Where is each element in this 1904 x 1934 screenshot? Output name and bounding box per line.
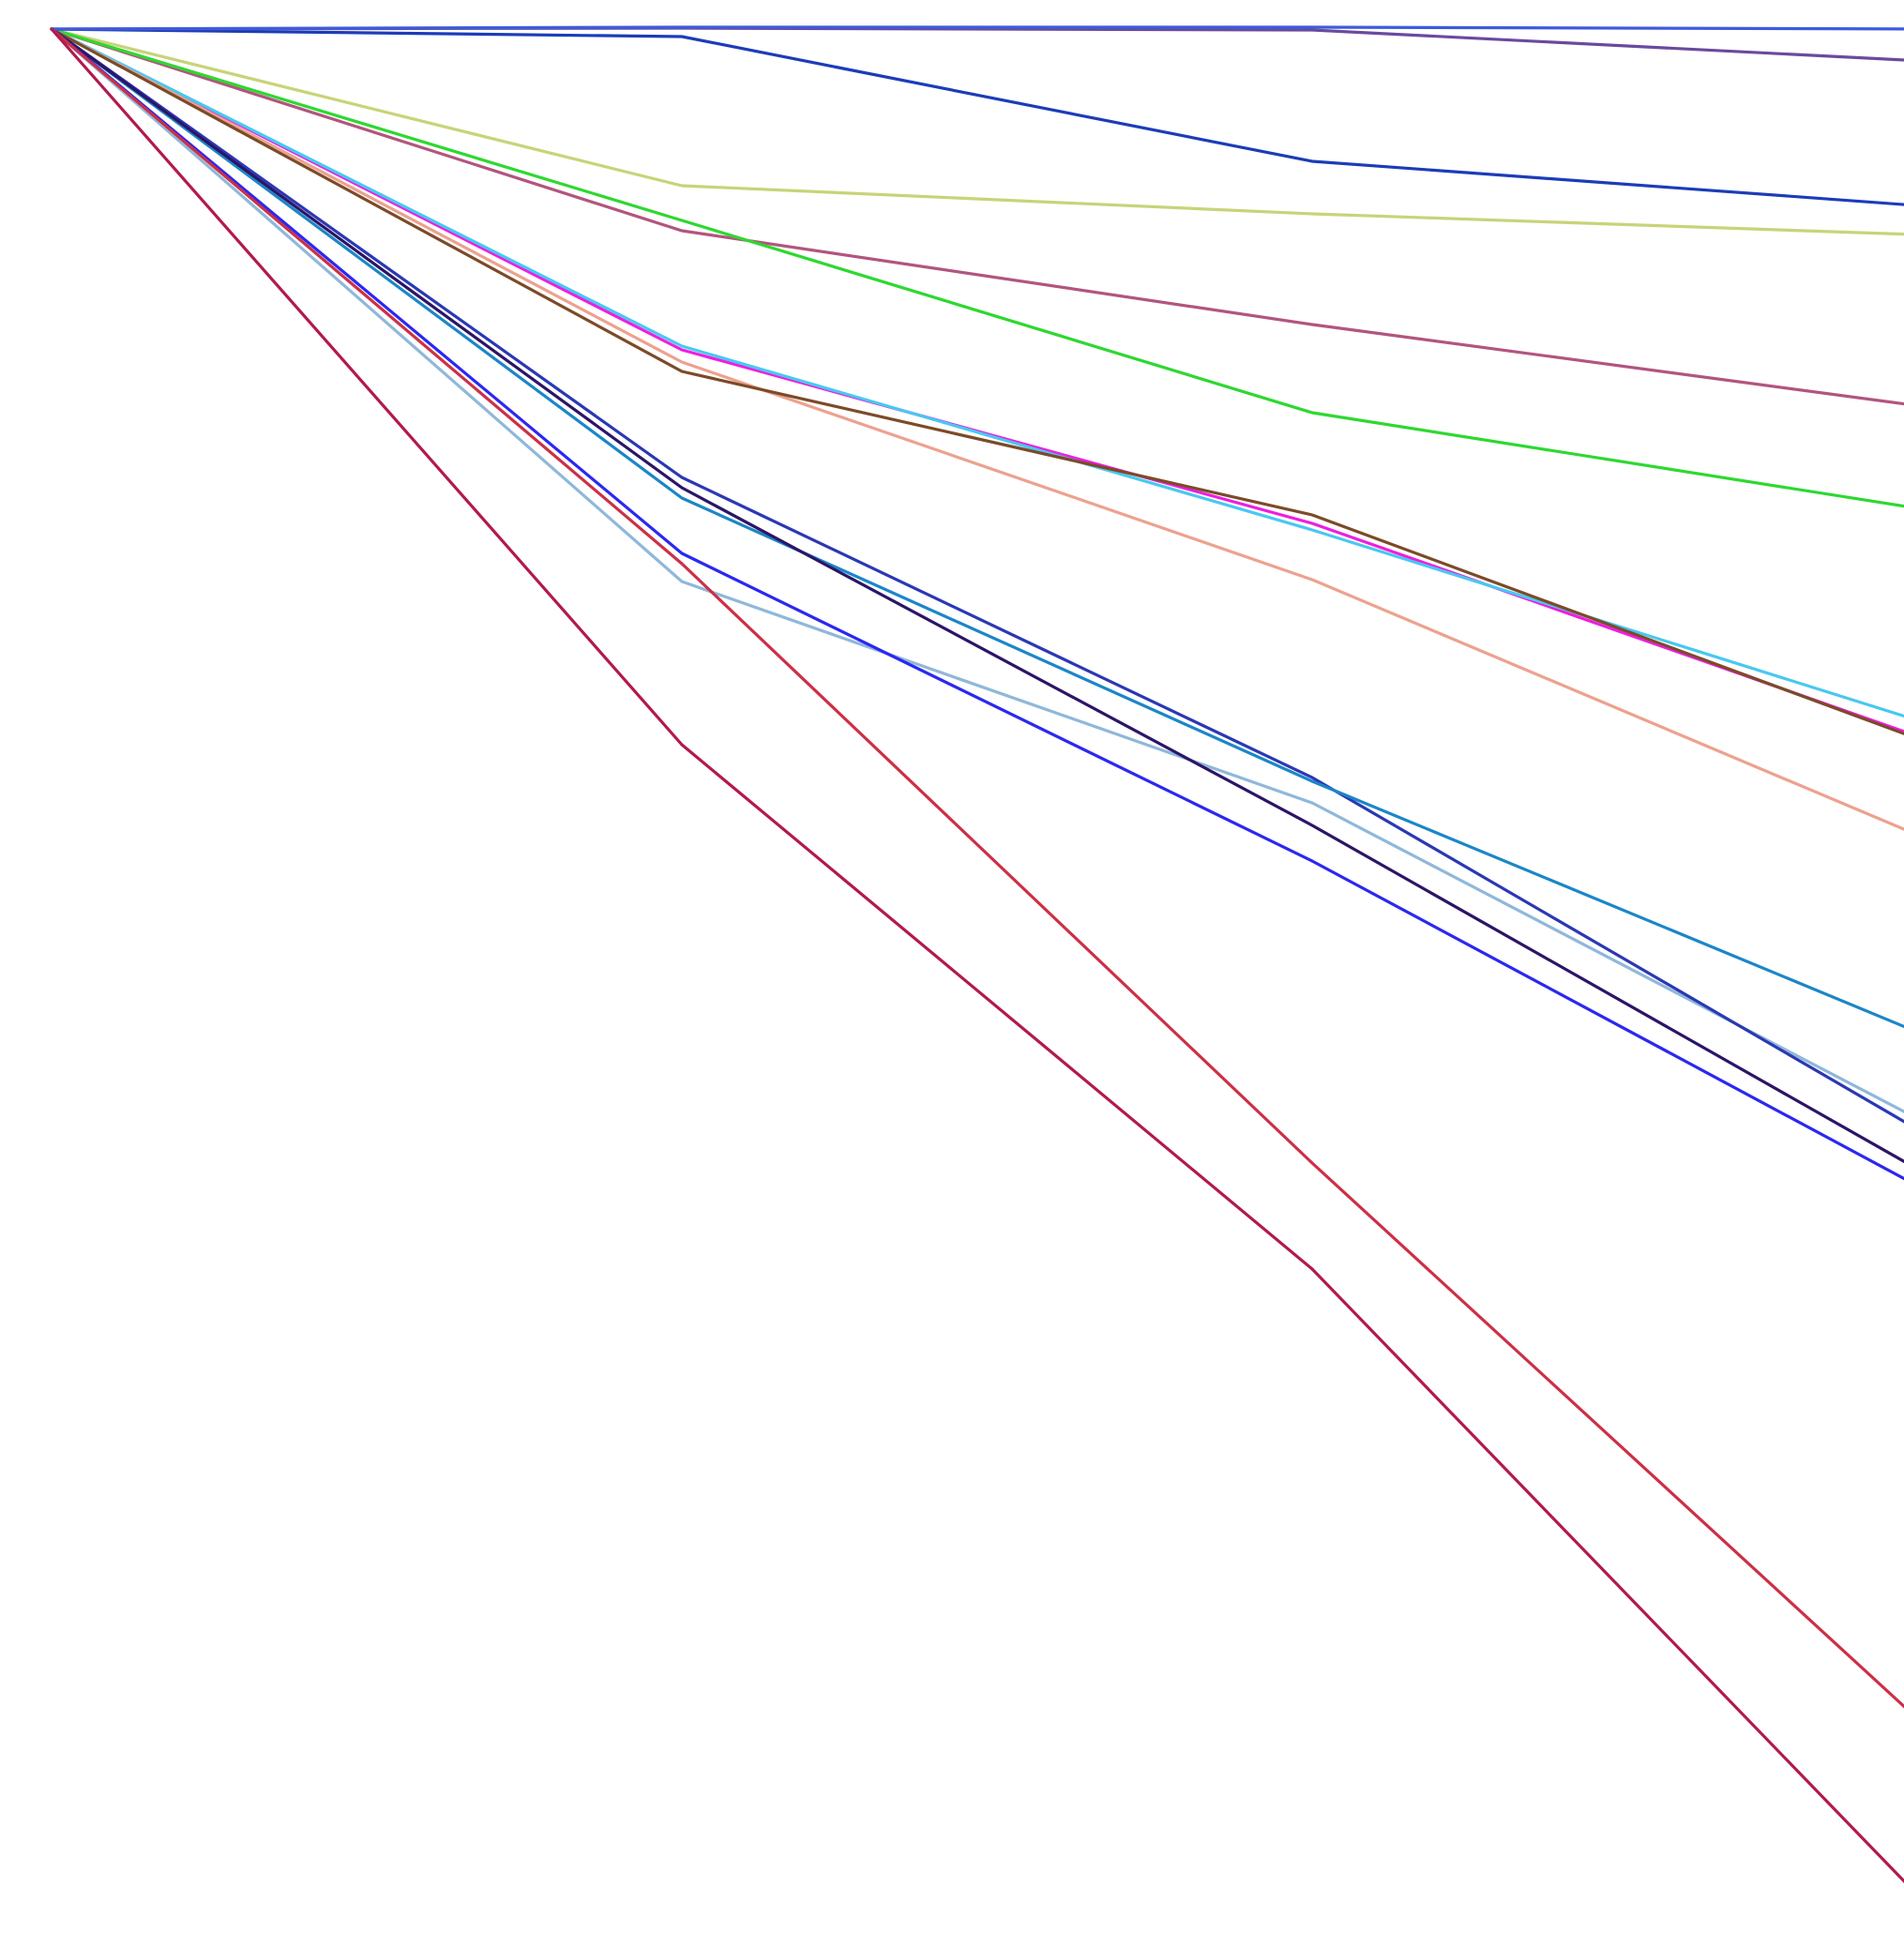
line-chart-canvas bbox=[50, 25, 1904, 1883]
series-group bbox=[50, 25, 1904, 1883]
series-line-magenta bbox=[50, 27, 1904, 733]
series-line-dark-blue bbox=[50, 27, 1904, 206]
line-chart-figure bbox=[38, 15, 1904, 1919]
series-line-light-steel-blue bbox=[50, 27, 1904, 1113]
series-line-cerulean bbox=[50, 27, 1904, 1029]
series-line-cyan bbox=[50, 27, 1904, 718]
series-line-salmon bbox=[50, 27, 1904, 831]
series-line-navy-blue bbox=[50, 27, 1904, 1124]
series-line-brown bbox=[50, 27, 1904, 735]
series-line-dark-indigo bbox=[50, 27, 1904, 1164]
series-line-dark-crimson bbox=[50, 27, 1904, 1883]
series-line-mauve bbox=[50, 27, 1904, 406]
series-line-khaki bbox=[50, 27, 1904, 236]
series-line-bright-blue bbox=[50, 27, 1904, 1181]
series-line-green bbox=[50, 27, 1904, 508]
series-line-royal-blue bbox=[50, 25, 1904, 31]
series-line-red-crimson bbox=[50, 27, 1904, 1709]
